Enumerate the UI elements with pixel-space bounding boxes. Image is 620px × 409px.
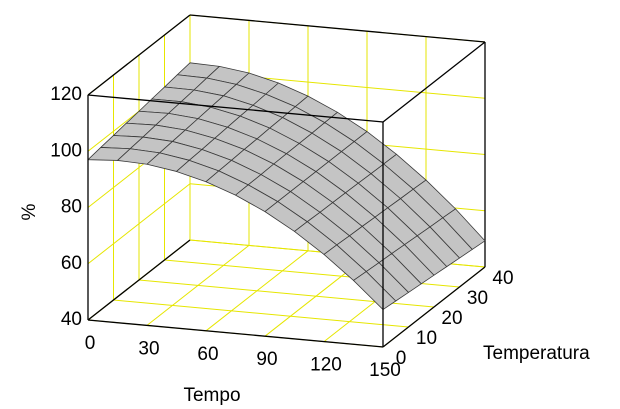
box-edge: [87, 94, 384, 123]
box-edge: [382, 41, 486, 123]
z-tick-label: 60: [61, 253, 82, 274]
z-tick-label: 120: [50, 84, 82, 105]
surface-patch: [353, 271, 397, 310]
x-tick-label: 30: [138, 338, 159, 359]
box-edge: [87, 14, 191, 96]
y-tick-label: 20: [441, 308, 462, 329]
y-tick-label: 0: [396, 348, 407, 369]
box-edge: [87, 319, 384, 348]
z-tick-label: 80: [61, 197, 82, 218]
z-tick-label: 40: [61, 309, 82, 330]
y-tick-label: 40: [492, 268, 513, 289]
box-edge: [382, 266, 486, 348]
x-tick-label: 150: [369, 360, 401, 381]
z-axis-title: %: [19, 203, 40, 220]
x-tick-label: 120: [310, 355, 342, 376]
y-tick-label: 10: [416, 328, 437, 349]
y-tick-label: 30: [467, 288, 488, 309]
box-edge: [87, 239, 191, 321]
x-tick-label: 90: [256, 349, 277, 370]
y-axis-title: Temperatura: [483, 343, 590, 364]
x-axis-title: Tempo: [183, 385, 240, 406]
x-tick-label: 60: [197, 344, 218, 365]
box-edge: [189, 14, 486, 43]
z-tick-label: 100: [50, 140, 82, 161]
x-tick-label: 0: [85, 333, 96, 354]
grid-line: [113, 299, 409, 328]
